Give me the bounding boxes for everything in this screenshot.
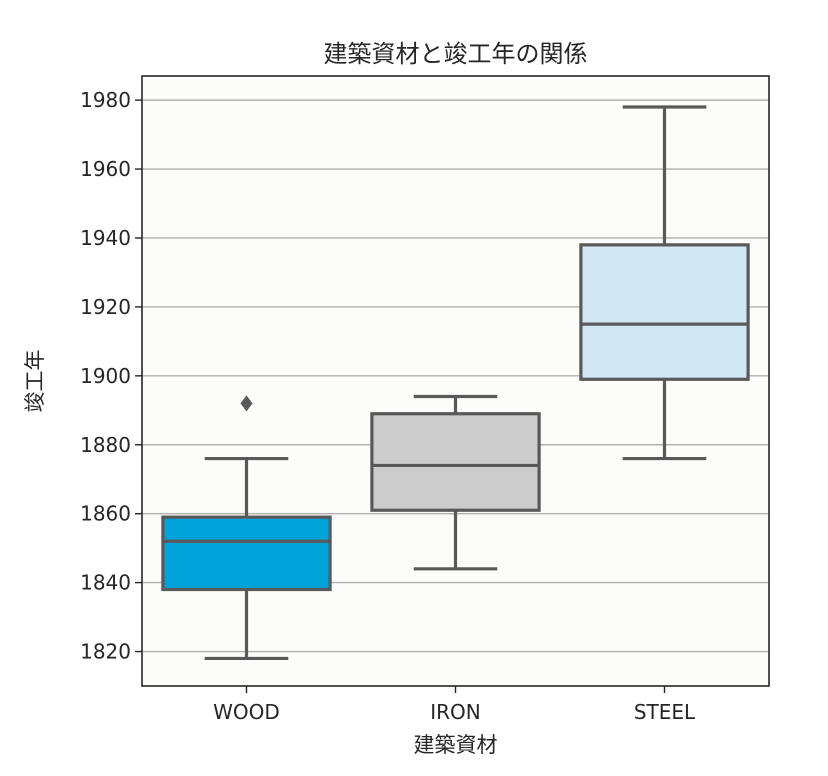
x-axis-ticks: WOOD IRON STEEL [213,686,696,724]
plot-area-background [142,76,769,686]
x-tick-label: WOOD [213,700,280,724]
y-tick-label: 1820 [80,640,131,664]
y-tick-label: 1980 [80,88,131,112]
chart-title: 建築資材と竣工年の関係 [324,40,588,68]
y-axis-label: 竣工年 [23,350,47,413]
x-axis-label: 建築資材 [414,733,498,757]
wood-outlier-point [240,395,253,412]
y-tick-label: 1900 [80,364,131,388]
y-tick-label: 1860 [80,502,131,526]
y-tick-label: 1840 [80,571,131,595]
y-tick-label: 1920 [80,295,131,319]
y-tick-label: 1960 [80,157,131,181]
y-tick-label: 1880 [80,433,131,457]
y-axis-ticks: 1820 1840 1860 1880 1900 1920 1940 1960 1980 [80,88,142,664]
x-tick-label: IRON [430,700,481,724]
steel-box [579,243,750,381]
wood-box [161,515,332,592]
boxes [161,105,750,661]
iron-box [370,412,541,512]
y-tick-label: 1940 [80,226,131,250]
x-tick-label: STEEL [634,700,696,724]
